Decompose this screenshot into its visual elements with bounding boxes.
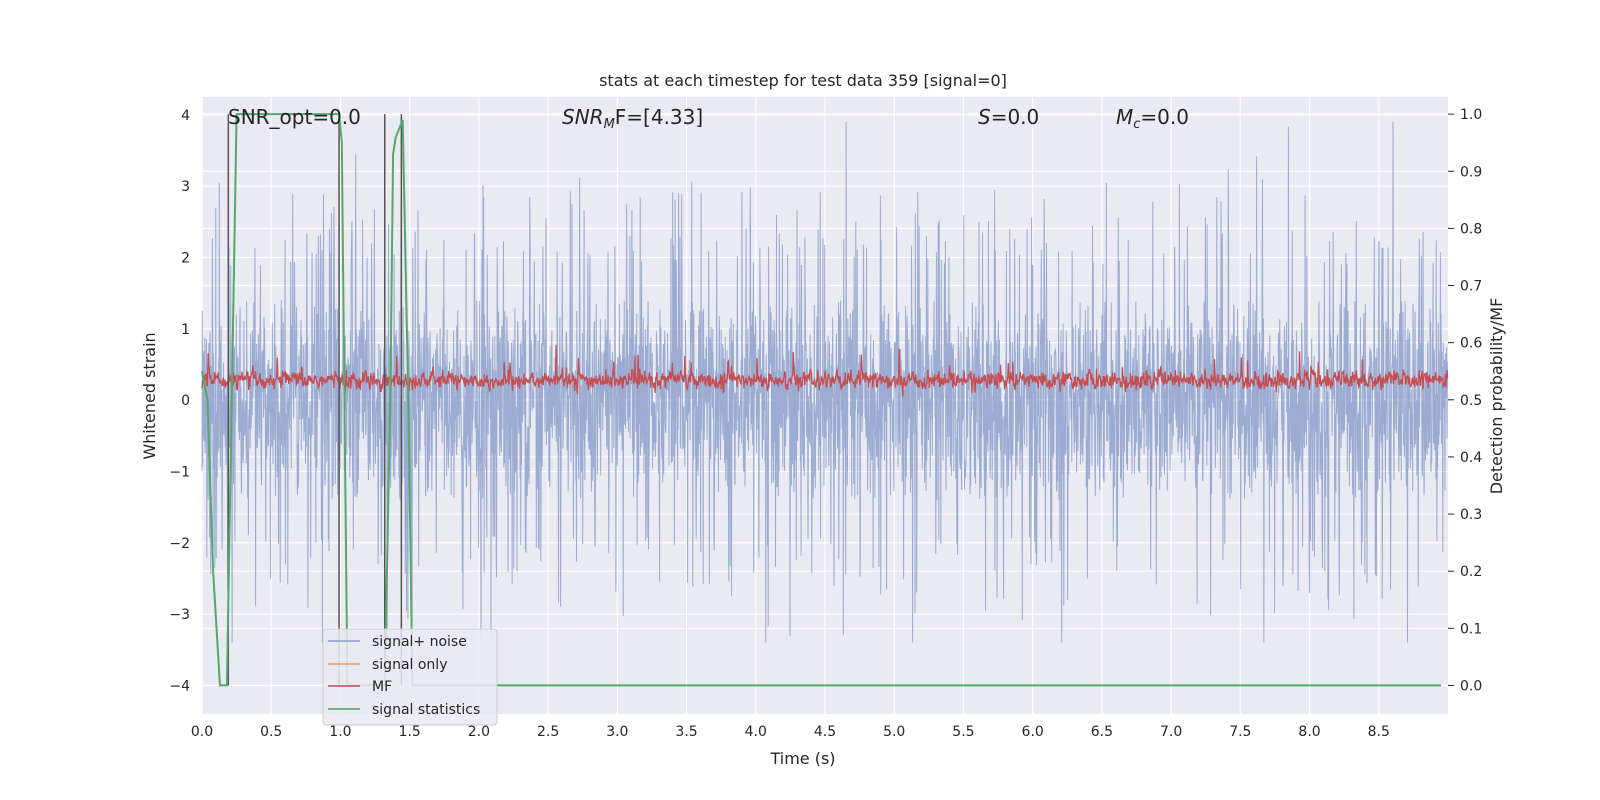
y-right-tick-label: 0.6 (1460, 336, 1482, 352)
y-left-tick-label: 0 (181, 393, 190, 409)
y-right-tick-label: 0.7 (1460, 279, 1482, 295)
y-right-tick-label: 0.0 (1460, 678, 1482, 694)
y-right-tick-label: 0.3 (1460, 507, 1482, 523)
y-right-tick-label: 0.4 (1460, 450, 1482, 466)
series-mf (201, 345, 1449, 397)
y-right-tick-label: 0.5 (1460, 393, 1482, 409)
y-left-tick-label: −3 (169, 607, 190, 623)
x-axis-ticks: 0.0 0.5 1.0 1.5 2.0 2.5 3.0 3.5 4.0 4.5 5.0 5.5 6.0 6… (191, 724, 1390, 740)
x-tick-label: 6.0 (1022, 724, 1044, 740)
y-left-tick-label: 2 (181, 250, 190, 266)
y-left-tick-label: −2 (169, 536, 190, 552)
y-axis-right-label: Detection probability/MF (1487, 298, 1506, 495)
x-tick-label: 3.5 (675, 724, 697, 740)
x-tick-label: 3.0 (606, 724, 628, 740)
legend-label-signal-only: signal only (372, 657, 447, 673)
x-tick-label: 1.0 (329, 724, 351, 740)
x-tick-label: 8.0 (1298, 724, 1320, 740)
series-signal-statistics (201, 113, 1442, 687)
x-tick-label: 5.5 (952, 724, 974, 740)
legend-label-signal-statistics: signal statistics (372, 702, 480, 718)
signal-noise-line (201, 121, 1449, 643)
y-left-tick-label: −4 (169, 678, 190, 694)
x-tick-label: 2.0 (468, 724, 490, 740)
series-signal-noise (201, 121, 1449, 643)
annotation-snr-mf: SNRMF=[4.33] (562, 105, 703, 132)
annotation-s: S=0.0 (978, 105, 1039, 129)
signal-statistics-line (201, 113, 1442, 687)
x-tick-label: 2.5 (537, 724, 559, 740)
x-tick-label: 6.5 (1091, 724, 1113, 740)
x-axis-label: Time (s) (769, 749, 835, 768)
y-axis-right-ticks: 1.0 0.9 0.8 0.7 0.6 0.5 0.4 0.3 0.2 0.1 0.0 (1448, 107, 1482, 694)
mf-line (201, 345, 1449, 397)
y-right-tick-label: 0.8 (1460, 221, 1482, 237)
y-axis-left-ticks: 4 3 2 1 0 −1 −2 −3 −4 (169, 108, 190, 695)
x-tick-label: 8.5 (1368, 724, 1390, 740)
y-left-tick-label: 3 (181, 179, 190, 195)
y-right-tick-label: 0.9 (1460, 164, 1482, 180)
y-axis-left-label: Whitened strain (140, 332, 159, 459)
annotation-snr-opt: SNR_opt=0.0 (228, 105, 361, 129)
x-tick-label: 1.5 (399, 724, 421, 740)
x-tick-label: 7.5 (1229, 724, 1251, 740)
detection-markers (227, 114, 403, 686)
y-left-tick-label: 4 (181, 108, 190, 124)
y-right-tick-label: 1.0 (1460, 107, 1482, 123)
y-right-tick-label: 0.2 (1460, 564, 1482, 580)
y-left-tick-label: −1 (169, 464, 190, 480)
x-tick-label: 4.0 (745, 724, 767, 740)
x-tick-label: 4.5 (814, 724, 836, 740)
legend-label-signal-noise: signal+ noise (372, 634, 467, 650)
y-left-tick-label: 1 (181, 322, 190, 338)
x-tick-label: 5.0 (883, 724, 905, 740)
legend: signal+ noise signal only MF signal stat… (322, 628, 498, 726)
chart-title: stats at each timestep for test data 359… (599, 71, 1007, 90)
legend-label-mf: MF (372, 679, 392, 695)
annotation-mc: Mc=0.0 (1116, 105, 1189, 132)
x-tick-label: 0.0 (191, 724, 213, 740)
x-tick-label: 7.0 (1160, 724, 1182, 740)
x-tick-label: 0.5 (260, 724, 282, 740)
y-right-tick-label: 0.1 (1460, 621, 1482, 637)
